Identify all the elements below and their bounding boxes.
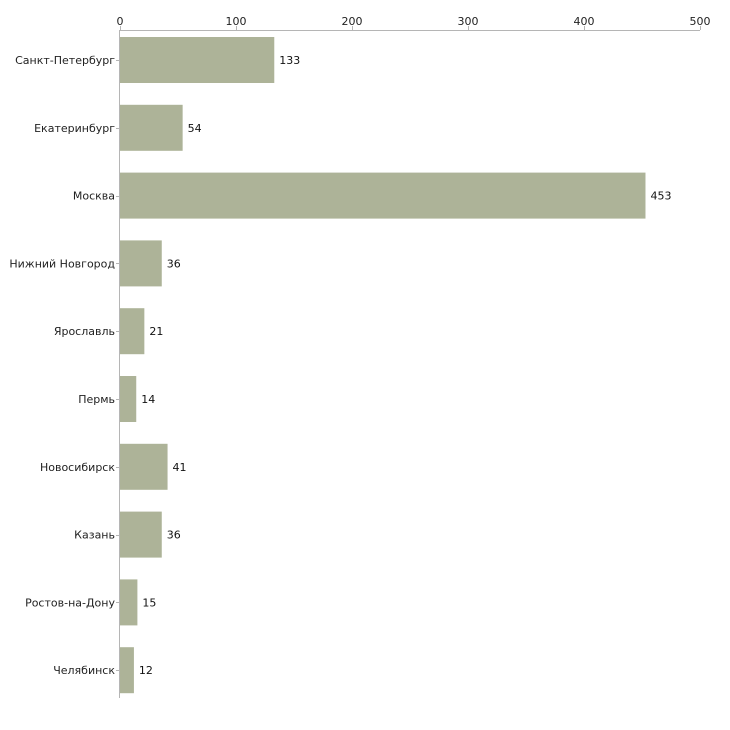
bar: [120, 104, 183, 151]
bar: [120, 308, 145, 355]
category-label: Казань: [74, 529, 115, 542]
x-tick-label: 100: [226, 15, 247, 28]
bars-group: 133 54 453 36 21 14 41 36 15 12: [120, 37, 671, 694]
bar-value-label: 453: [650, 190, 671, 203]
x-tick-label: 500: [690, 15, 711, 28]
bar-value-label: 15: [142, 596, 156, 609]
bar: [120, 647, 134, 694]
bar-value-label: 54: [188, 122, 202, 135]
bar-value-label: 21: [149, 325, 163, 338]
bar-value-label: 12: [139, 664, 153, 677]
bar-value-label: 36: [167, 529, 181, 542]
x-axis: 0 100 200 300 400 500: [117, 15, 711, 31]
bar: [120, 37, 275, 83]
category-label: Санкт-Петербург: [15, 54, 115, 67]
x-tick-label: 400: [574, 15, 595, 28]
bar: [120, 376, 137, 422]
x-tick-label: 200: [342, 15, 363, 28]
x-tick-label: 300: [458, 15, 479, 28]
bar-value-label: 41: [173, 461, 187, 474]
bar: [120, 579, 138, 626]
category-label: Екатеринбург: [34, 122, 115, 135]
bar-value-label: 133: [279, 54, 300, 67]
category-label: Ростов-на-Дону: [25, 596, 115, 609]
bar: [120, 240, 162, 287]
category-label: Москва: [73, 190, 115, 203]
bar-value-label: 14: [141, 393, 155, 406]
category-label: Пермь: [78, 393, 115, 406]
y-axis: Санкт-Петербург Екатеринбург Москва Нижний …: [9, 30, 120, 698]
bar: [120, 443, 168, 490]
category-label: Ярославль: [54, 325, 115, 338]
category-label: Новосибирск: [40, 461, 115, 474]
bar-value-label: 36: [167, 257, 181, 270]
category-label: Нижний Новгород: [9, 257, 115, 270]
x-tick-label: 0: [117, 15, 124, 28]
bar: [120, 172, 646, 219]
bar: [120, 511, 162, 558]
category-label: Челябинск: [53, 664, 115, 677]
